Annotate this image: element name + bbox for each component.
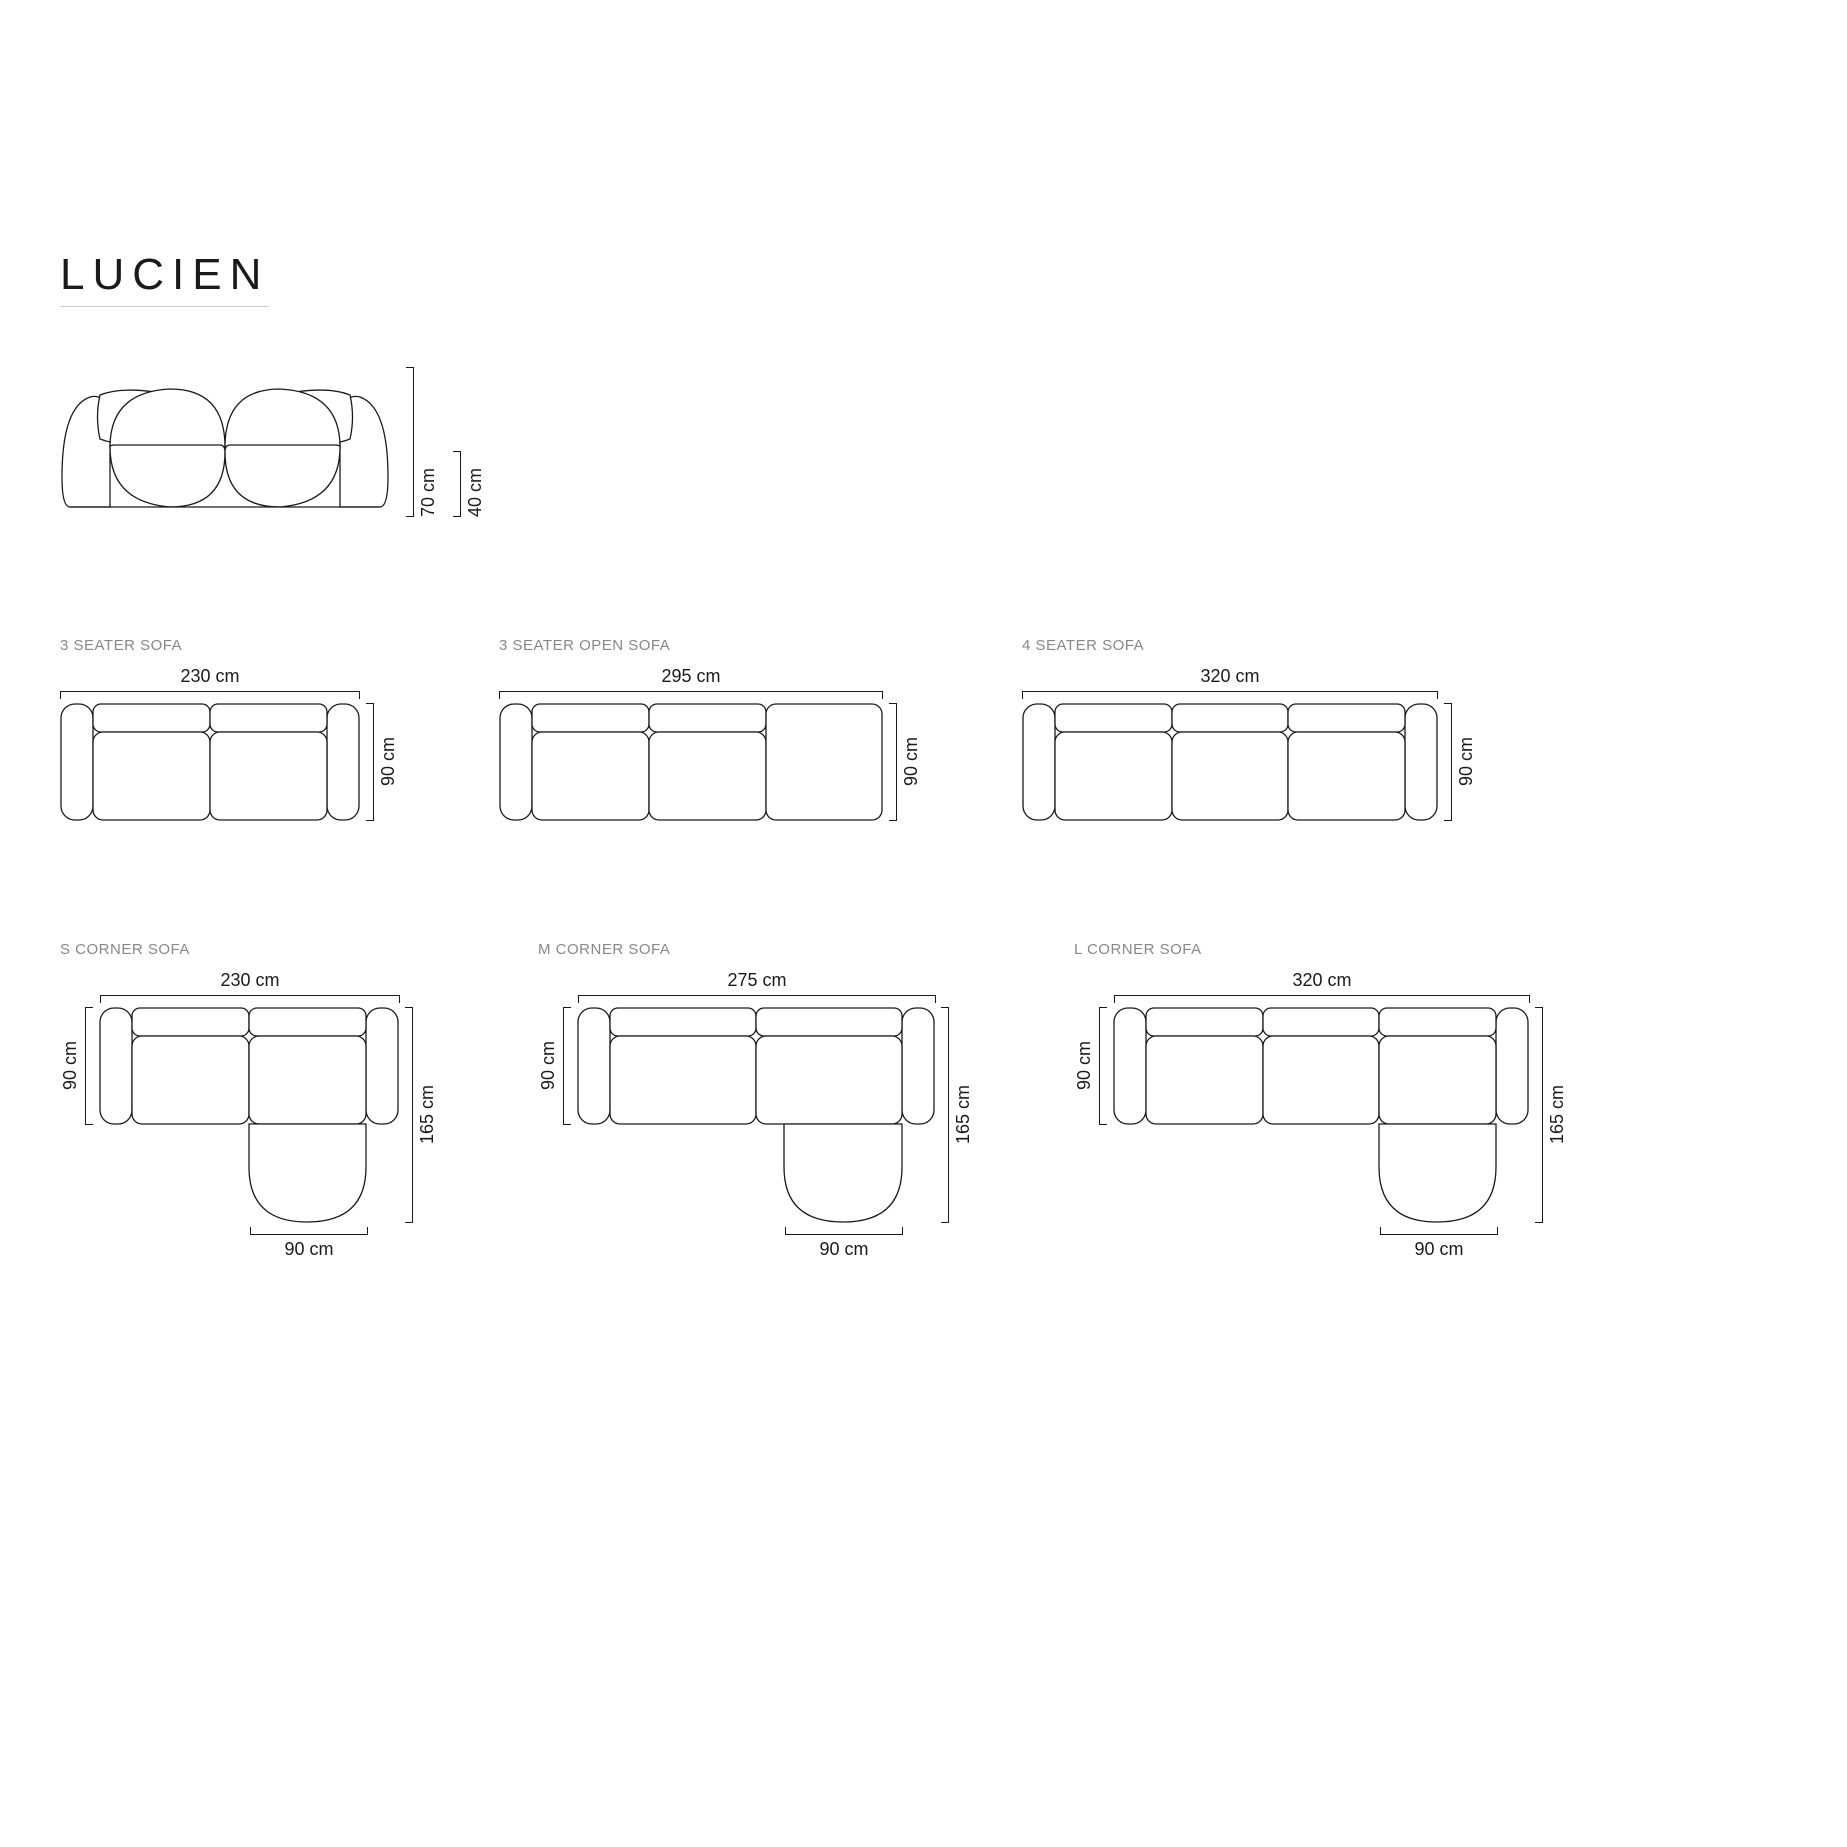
hero-dim-full-height: 70 cm	[418, 367, 439, 517]
dim-chaise-width: 90 cm	[284, 1239, 333, 1260]
hero-item: 70 cm 40 cm	[60, 367, 486, 517]
dim-depth-long: 165 cm	[417, 1085, 438, 1144]
straight-row: 3 SEATER SOFA 230 cm 90 cm 3 SEATER OPEN…	[60, 637, 1787, 821]
dim-depth-short: 90 cm	[1074, 1041, 1095, 1090]
sofa-plan-m-corner	[577, 1007, 935, 1223]
hero-row: 70 cm 40 cm	[60, 367, 1787, 517]
sofa-plan-l-corner	[1113, 1007, 1529, 1223]
variant-l-corner: L CORNER SOFA 320 cm 90 cm	[1074, 941, 1568, 1260]
sofa-plan-3seater-open	[499, 703, 883, 821]
variant-3seater: 3 SEATER SOFA 230 cm 90 cm	[60, 637, 399, 821]
hero-dim-seat-height: 40 cm	[465, 451, 486, 517]
variant-s-corner: S CORNER SOFA 230 cm 90 cm 165 cm	[60, 941, 438, 1260]
corner-row: S CORNER SOFA 230 cm 90 cm 165 cm	[60, 941, 1787, 1260]
dim-width: 320 cm	[1292, 970, 1351, 991]
dim-depth-short: 90 cm	[60, 1041, 81, 1090]
dim-depth: 90 cm	[378, 737, 399, 786]
dim-width: 295 cm	[661, 666, 720, 687]
sofa-plan-s-corner	[99, 1007, 399, 1223]
sofa-plan-3seater	[60, 703, 360, 821]
dim-width: 275 cm	[727, 970, 786, 991]
dim-depth: 90 cm	[901, 737, 922, 786]
dim-depth: 90 cm	[1456, 737, 1477, 786]
variant-label: M CORNER SOFA	[538, 941, 974, 958]
variant-3seater-open: 3 SEATER OPEN SOFA 295 cm 90 cm	[499, 637, 922, 821]
dim-chaise-width: 90 cm	[1414, 1239, 1463, 1260]
dim-chaise-width: 90 cm	[819, 1239, 868, 1260]
variant-label: L CORNER SOFA	[1074, 941, 1568, 958]
variant-label: 3 SEATER SOFA	[60, 637, 399, 654]
dim-width: 230 cm	[220, 970, 279, 991]
dim-depth-long: 165 cm	[953, 1085, 974, 1144]
sofa-front-elevation	[60, 367, 390, 517]
variant-label: 3 SEATER OPEN SOFA	[499, 637, 922, 654]
dim-depth-short: 90 cm	[538, 1041, 559, 1090]
dim-depth-long: 165 cm	[1547, 1085, 1568, 1144]
variant-label: S CORNER SOFA	[60, 941, 438, 958]
dim-width: 320 cm	[1200, 666, 1259, 687]
sofa-plan-4seater	[1022, 703, 1438, 821]
variant-label: 4 SEATER SOFA	[1022, 637, 1477, 654]
product-title: LUCIEN	[60, 250, 269, 307]
dim-width: 230 cm	[180, 666, 239, 687]
variant-m-corner: M CORNER SOFA 275 cm 90 cm 165 cm	[538, 941, 974, 1260]
variant-4seater: 4 SEATER SOFA 320 cm 90 cm	[1022, 637, 1477, 821]
